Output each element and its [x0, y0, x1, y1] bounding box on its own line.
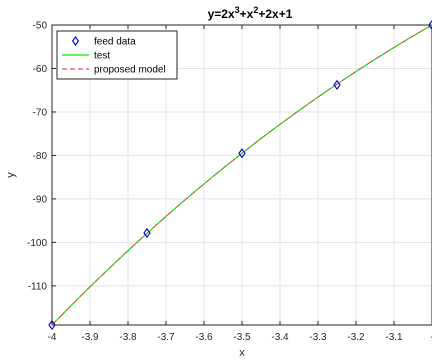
feed-data-point	[428, 19, 432, 31]
title-superscript: 3	[235, 5, 240, 15]
x-tick-label: -3.3	[309, 332, 327, 343]
y-axis-label: y	[5, 172, 17, 178]
x-tick-label: -4	[48, 332, 57, 343]
chart-title: y=2x3+x2+2x+1	[208, 5, 293, 21]
x-tick-label: -	[430, 332, 432, 343]
series-proposed-model-line	[51, 24, 432, 326]
axis-ticks: -4 -3.9 -3.8 -3.7 -3.6 -3.5 -3.4 -3.3 -3.2 -3.1 - -…	[27, 21, 432, 343]
legend-marker-feed-data	[71, 36, 80, 46]
legend-label: feed data	[94, 37, 136, 48]
legend: feed data test proposed model	[56, 30, 178, 80]
feed-data-point	[48, 319, 56, 331]
y-tick-label: -80	[33, 151, 48, 162]
title-segment: +x	[240, 7, 254, 21]
x-axis-label: x	[239, 347, 245, 359]
series-layer	[48, 19, 432, 331]
x-tick-label: -3.2	[347, 332, 365, 343]
title-segment: +2x+1	[258, 7, 292, 21]
feed-data-point	[143, 227, 151, 239]
y-tick-label: -50	[33, 21, 48, 32]
x-tick-label: -3.1	[385, 332, 403, 343]
title-segment: y=2x	[208, 7, 235, 21]
feed-data-point	[238, 148, 246, 159]
title-superscript: 2	[253, 5, 258, 15]
x-tick-label: -3.4	[271, 332, 289, 343]
y-tick-label: -90	[33, 194, 48, 205]
x-tick-label: -3.9	[81, 332, 99, 343]
y-tick-label: -110	[28, 281, 48, 292]
legend-label: proposed model	[94, 65, 166, 76]
legend-label: test	[94, 51, 110, 62]
x-tick-label: -3.6	[195, 332, 213, 343]
y-tick-label: -70	[33, 107, 48, 118]
y-tick-label: -100	[27, 238, 47, 249]
x-tick-label: -3.8	[119, 332, 137, 343]
x-tick-label: -3.5	[233, 332, 251, 343]
x-tick-label: -3.7	[157, 332, 175, 343]
feed-data-point	[333, 79, 341, 91]
y-tick-label: -60	[33, 64, 48, 75]
